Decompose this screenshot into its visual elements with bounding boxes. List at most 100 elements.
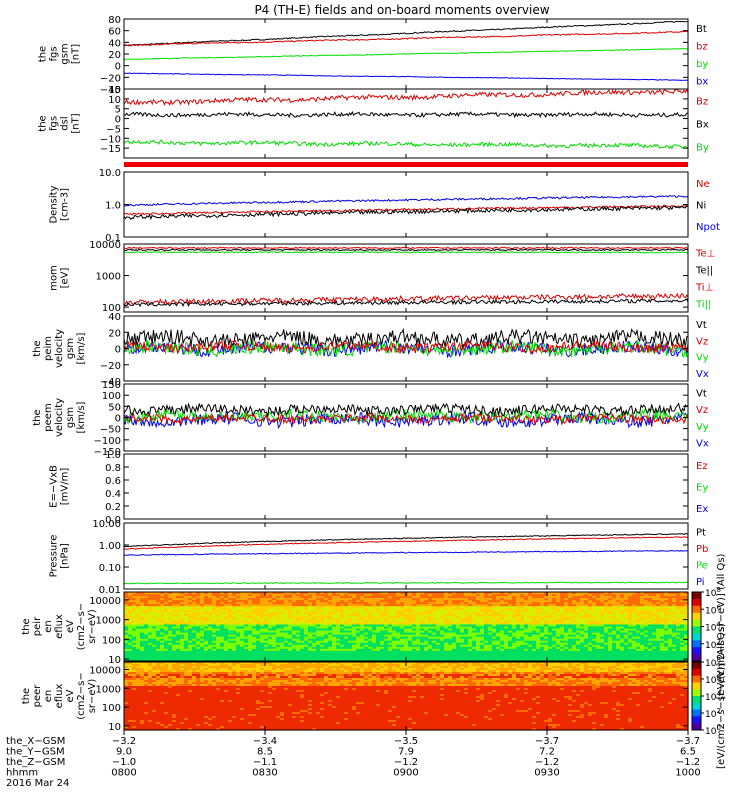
- spectrogram-cell: [172, 614, 177, 617]
- spectrogram-cell: [304, 592, 309, 595]
- spectrogram-cell: [396, 632, 401, 636]
- spectrogram-cell: [156, 594, 161, 597]
- spectrogram-cell: [488, 606, 493, 609]
- spectrogram-cell: [468, 592, 473, 595]
- spectrogram-cell: [164, 652, 169, 656]
- spectrogram-cell: [524, 616, 529, 619]
- spectrogram-cell: [364, 592, 369, 595]
- spectrogram-cell: [564, 656, 569, 660]
- spectrogram-cell: [188, 600, 193, 603]
- spectrogram-cell: [536, 658, 541, 662]
- spectrogram-cell: [400, 622, 405, 626]
- spectrogram-cell: [228, 630, 233, 634]
- spectrogram-cell: [264, 654, 269, 658]
- spectrogram-cell: [204, 622, 209, 626]
- spectrogram-cell: [200, 644, 205, 648]
- spectrogram-cell: [496, 620, 501, 624]
- spectrogram-cell: [200, 652, 205, 656]
- spectrogram-cell: [312, 622, 317, 626]
- spectrogram-cell: [256, 608, 261, 611]
- spectrogram-cell: [424, 612, 429, 615]
- spectrogram-cell: [188, 604, 193, 607]
- spectrogram-cell: [640, 644, 645, 648]
- spectrogram-cell: [136, 632, 141, 636]
- spectrogram-cell: [432, 626, 437, 630]
- spectrogram-cell: [648, 644, 653, 648]
- legend-pt: Pt: [696, 527, 706, 538]
- spectrogram-cell: [204, 650, 209, 654]
- spectrogram-cell: [524, 624, 529, 628]
- spectrogram-cell: [668, 652, 673, 656]
- spectrogram-cell: [276, 642, 281, 646]
- spectrogram-cell: [148, 614, 153, 617]
- spectrogram-cell: [532, 592, 537, 595]
- spectrogram-cell: [496, 624, 501, 628]
- spectrogram-cell: [304, 622, 309, 626]
- spectrogram-cell: [228, 618, 233, 622]
- spectrogram-cell: [612, 598, 617, 601]
- spectrogram-cell: [656, 596, 661, 599]
- spectrogram-cell: [640, 604, 645, 607]
- spectrogram-cell: [524, 610, 529, 613]
- spectrogram-cell: [584, 650, 589, 654]
- spectrogram-cell: [648, 606, 653, 609]
- spectrogram-cell: [212, 636, 217, 640]
- spectrogram-cell: [492, 612, 497, 615]
- spectrogram-cell: [316, 656, 321, 660]
- y-tick-label: 60: [108, 27, 121, 38]
- spectrogram-cell: [560, 600, 565, 603]
- spectrogram-cell: [284, 618, 289, 622]
- spectrogram-cell: [644, 630, 649, 634]
- spectrogram-cell: [524, 658, 529, 662]
- spectrogram-cell: [512, 644, 517, 648]
- spectrogram-cell: [224, 612, 229, 615]
- spectrogram-cell: [220, 604, 225, 607]
- spectrogram-cell: [444, 596, 449, 599]
- spectrogram-cell: [144, 652, 149, 656]
- spectrogram-cell: [428, 628, 433, 632]
- spectrogram-cell: [260, 640, 265, 644]
- spectrogram-cell: [336, 632, 341, 636]
- spectrogram-cell: [564, 594, 569, 597]
- spectrogram-cell: [176, 604, 181, 607]
- spectrogram-cell: [224, 596, 229, 599]
- spectrogram-cell: [468, 632, 473, 636]
- spectrogram-cell: [600, 650, 605, 654]
- spectrogram-cell: [608, 614, 613, 617]
- spectrogram-cell: [468, 652, 473, 656]
- spectrogram-cell: [204, 606, 209, 609]
- spectrogram-cell: [228, 620, 233, 624]
- spectrogram-cell: [268, 608, 273, 611]
- spectrogram-cell: [360, 632, 365, 636]
- spectrogram-cell: [152, 598, 157, 601]
- spectrogram-cell: [664, 622, 669, 626]
- spectrogram-cell: [320, 592, 325, 595]
- spectrogram-cell: [404, 600, 409, 603]
- spectrogram-cell: [340, 652, 345, 656]
- spectrogram-cell: [448, 598, 453, 601]
- spectrogram-cell: [672, 648, 677, 652]
- spectrogram-cell: [412, 606, 417, 609]
- spectrogram-cell: [640, 610, 645, 613]
- spectrogram-cell: [668, 618, 673, 622]
- spectrogram-cell: [424, 630, 429, 634]
- spectrogram-cell: [180, 624, 185, 628]
- spectrogram-cell: [444, 656, 449, 660]
- spectrogram-cell: [488, 658, 493, 662]
- spectrogram-cell: [196, 634, 201, 638]
- spectrogram-cell: [652, 628, 657, 632]
- spectrogram-cell: [356, 656, 361, 660]
- spectrogram-cell: [156, 644, 161, 648]
- spectrogram-cell: [548, 614, 553, 617]
- spectrogram-cell: [268, 646, 273, 650]
- spectrogram-cell: [416, 594, 421, 597]
- spectrogram-cell: [388, 648, 393, 652]
- spectrogram-cell: [676, 636, 681, 640]
- spectrogram-cell: [132, 606, 137, 609]
- spectrogram-cell: [312, 606, 317, 609]
- spectrogram-cell: [140, 622, 145, 626]
- spectrogram-cell: [396, 638, 401, 642]
- spectrogram-cell: [268, 612, 273, 615]
- spectrogram-cell: [436, 596, 441, 599]
